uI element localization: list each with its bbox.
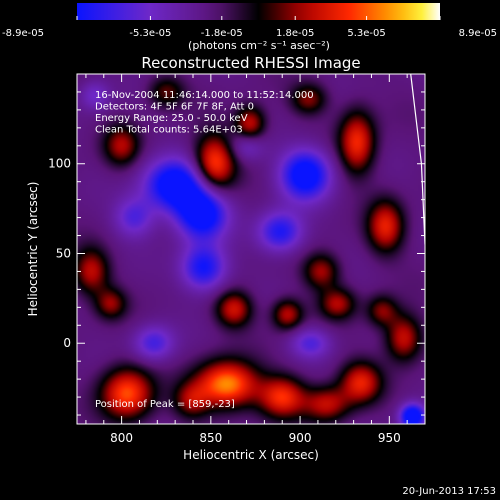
colorbar-tick-label: 1.8e-05 — [276, 28, 314, 39]
colorbar-tick-label: 5.3e-05 — [347, 28, 385, 39]
colorbar: -8.9e-05 -5.3e-05 -1.8e-05 1.8e-05 5.3e-05 8.… — [2, 3, 497, 52]
heatmap-image — [77, 74, 425, 424]
x-axis-label: Heliocentric X (arcsec) — [183, 448, 319, 462]
x-tick-label: 950 — [378, 431, 401, 445]
colorbar-tick-label: -1.8e-05 — [201, 28, 243, 39]
colorbar-tick-label: 8.9e-05 — [459, 28, 497, 39]
info-line: Detectors: 4F 5F 6F 7F 8F, Att 0 — [95, 102, 254, 113]
info-line: Clean Total counts: 5.64E+03 — [95, 125, 243, 136]
info-line: 16-Nov-2004 11:46:14.000 to 11:52:14.000 — [95, 90, 314, 101]
plot-frame — [76, 73, 426, 425]
colorbar-tick-label: -5.3e-05 — [129, 28, 171, 39]
y-tick-label: 50 — [56, 246, 71, 260]
colorbar-tick-label: -8.9e-05 — [2, 28, 44, 39]
axis-ticks — [77, 73, 426, 424]
plot-area: 800 850 900 950 0 50 100 — [48, 73, 426, 445]
observation-info: 16-Nov-2004 11:46:14.000 to 11:52:14.000… — [95, 90, 314, 136]
colorbar-ticks — [76, 16, 441, 20]
chart-title: Reconstructed RHESSI Image — [141, 54, 360, 72]
y-tick-label: 100 — [48, 157, 71, 171]
x-tick-labels: 800 850 900 950 — [110, 431, 401, 445]
y-tick-labels: 0 50 100 — [48, 157, 71, 350]
colorbar-bar — [77, 3, 440, 20]
x-tick-label: 900 — [289, 431, 312, 445]
colorbar-unit-label: (photons cm⁻² s⁻¹ asec⁻²) — [188, 39, 330, 52]
generated-timestamp: 20-Jun-2013 17:53 — [402, 486, 496, 497]
y-axis-label: Heliocentric Y (arcsec) — [26, 182, 40, 317]
colorbar-tick-labels: -8.9e-05 -5.3e-05 -1.8e-05 1.8e-05 5.3e-05 8.… — [2, 28, 497, 39]
x-tick-label: 850 — [199, 431, 222, 445]
y-tick-label: 0 — [63, 336, 71, 350]
info-line: Energy Range: 25.0 - 50.0 keV — [95, 113, 248, 124]
peak-position-label: Position of Peak = [859,-23] — [95, 399, 235, 410]
x-tick-label: 800 — [110, 431, 133, 445]
